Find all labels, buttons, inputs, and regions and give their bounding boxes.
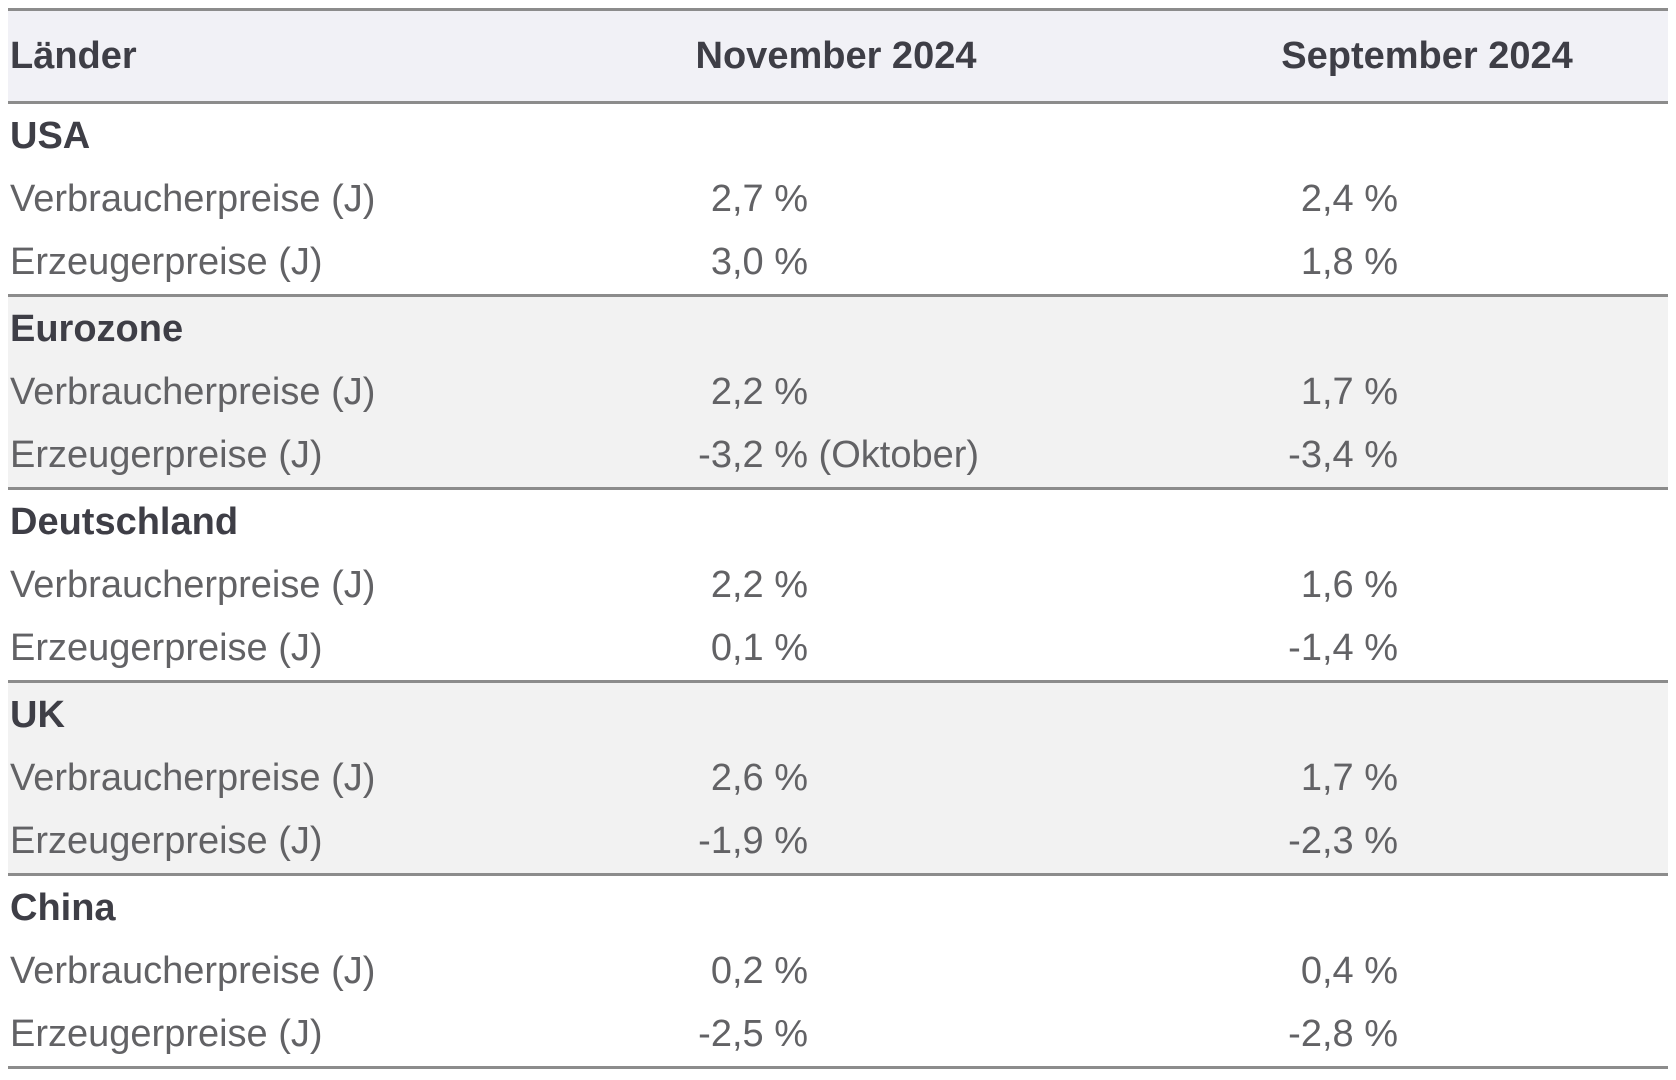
value-september: -2,3 % — [1288, 820, 1398, 862]
value-september: -1,4 % — [1288, 627, 1398, 669]
data-row: Verbraucherpreise (J) 2,7 % 2,4 % — [8, 168, 1668, 231]
data-row: Verbraucherpreise (J) 2,6 % 1,7 % — [8, 747, 1668, 810]
row-label: Erzeugerpreise (J) — [10, 820, 323, 862]
row-label: Verbraucherpreise (J) — [10, 371, 376, 413]
row-label: Erzeugerpreise (J) — [10, 1013, 323, 1055]
country-row: Eurozone — [8, 297, 1668, 361]
country-row: USA — [8, 104, 1668, 168]
row-label: Verbraucherpreise (J) — [10, 564, 376, 606]
data-row: Verbraucherpreise (J) 2,2 % 1,6 % — [8, 554, 1668, 617]
data-row: Erzeugerpreise (J) 0,1 % -1,4 % — [8, 617, 1668, 680]
header-cell-september: September 2024 — [1281, 34, 1573, 77]
country-name: UK — [10, 693, 65, 736]
country-name: Deutschland — [10, 500, 239, 543]
data-row: Erzeugerpreise (J) -1,9 % -2,3 % — [8, 810, 1668, 873]
section-eurozone: Eurozone Verbraucherpreise (J) 2,2 % 1,7… — [8, 297, 1668, 490]
inflation-table: Länder November 2024 September 2024 USA … — [8, 8, 1668, 1069]
value-september: 1,6 % — [1300, 564, 1398, 606]
row-label: Erzeugerpreise (J) — [10, 241, 323, 283]
row-label: Verbraucherpreise (J) — [10, 950, 376, 992]
country-row: China — [8, 876, 1668, 940]
value-november: -2,5 % — [698, 1013, 808, 1055]
section-usa: USA Verbraucherpreise (J) 2,7 % 2,4 % Er… — [8, 104, 1668, 297]
data-row: Erzeugerpreise (J) -3,2 % (Oktober) -3,4… — [8, 424, 1668, 487]
row-label: Verbraucherpreise (J) — [10, 757, 376, 799]
value-september: 1,8 % — [1300, 241, 1398, 283]
header-cell-november: November 2024 — [695, 34, 977, 77]
value-november: 0,2 % — [710, 950, 808, 992]
country-name: USA — [10, 114, 91, 157]
section-china: China Verbraucherpreise (J) 0,2 % 0,4 % … — [8, 876, 1668, 1069]
section-deutschland: Deutschland Verbraucherpreise (J) 2,2 % … — [8, 490, 1668, 683]
row-label: Erzeugerpreise (J) — [10, 627, 323, 669]
value-november: 2,2 % — [710, 564, 808, 606]
data-row: Erzeugerpreise (J) -2,5 % -2,8 % — [8, 1003, 1668, 1066]
value-september: -2,8 % — [1288, 1013, 1398, 1055]
value-november: -3,2 % (Oktober) — [698, 434, 980, 476]
value-september: 0,4 % — [1300, 950, 1398, 992]
value-november: 3,0 % — [710, 241, 808, 283]
value-september: 1,7 % — [1300, 757, 1398, 799]
row-label: Erzeugerpreise (J) — [10, 434, 323, 476]
country-name: China — [10, 886, 116, 929]
value-november: 2,6 % — [710, 757, 808, 799]
table-header-row: Länder November 2024 September 2024 — [8, 11, 1668, 104]
country-row: UK — [8, 683, 1668, 747]
value-november: -1,9 % — [698, 820, 808, 862]
row-label: Verbraucherpreise (J) — [10, 178, 376, 220]
value-november: 0,1 % — [710, 627, 808, 669]
value-november: 2,7 % — [710, 178, 808, 220]
country-name: Eurozone — [10, 307, 184, 350]
section-uk: UK Verbraucherpreise (J) 2,6 % 1,7 % Erz… — [8, 683, 1668, 876]
data-row: Verbraucherpreise (J) 2,2 % 1,7 % — [8, 361, 1668, 424]
value-november: 2,2 % — [710, 371, 808, 413]
value-september: 2,4 % — [1300, 178, 1398, 220]
data-row: Erzeugerpreise (J) 3,0 % 1,8 % — [8, 231, 1668, 294]
value-september: -3,4 % — [1288, 434, 1398, 476]
value-september: 1,7 % — [1300, 371, 1398, 413]
country-row: Deutschland — [8, 490, 1668, 554]
data-row: Verbraucherpreise (J) 0,2 % 0,4 % — [8, 940, 1668, 1003]
header-cell-laender: Länder — [10, 34, 137, 77]
